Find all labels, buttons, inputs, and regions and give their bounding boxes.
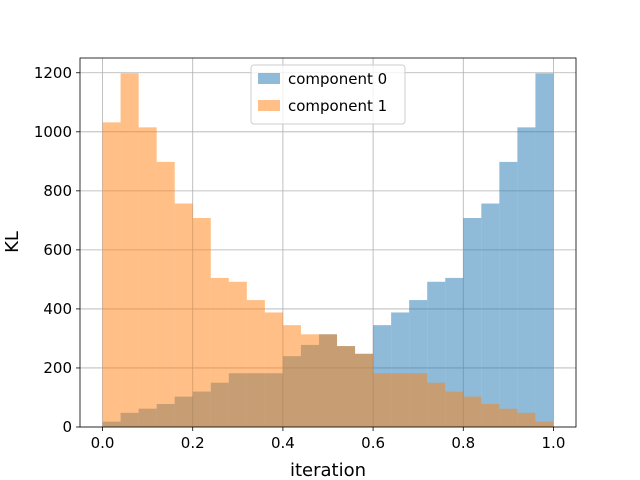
series-1-bars	[102, 73, 554, 427]
y-tick-label: 200	[43, 359, 72, 377]
bar-series-1	[318, 334, 338, 427]
legend-swatch-component-1	[258, 100, 280, 111]
bar-series-0	[463, 217, 482, 427]
bar-series-1	[282, 325, 301, 427]
x-axis-label: iteration	[290, 460, 366, 480]
legend-label-component-0: component 0	[288, 70, 387, 88]
bar-series-1	[174, 203, 193, 427]
bar-series-0	[535, 73, 554, 427]
legend-swatch-component-0	[258, 73, 280, 84]
y-tick-label: 600	[43, 241, 72, 259]
legend-label-component-1: component 1	[288, 97, 387, 115]
bar-series-1	[228, 281, 247, 427]
x-tick-label: 0.8	[451, 434, 475, 452]
bar-series-0	[445, 277, 464, 427]
bar-series-1	[445, 391, 464, 427]
bar-series-1	[517, 412, 536, 427]
bar-series-1	[373, 373, 392, 427]
bar-series-1	[481, 403, 500, 427]
bar-series-1	[120, 73, 139, 427]
bar-series-0	[481, 203, 500, 427]
bar-series-1	[499, 408, 518, 427]
y-tick-label: 400	[43, 300, 72, 318]
bar-series-1	[391, 373, 410, 427]
bar-series-1	[246, 300, 265, 427]
bar-series-1	[355, 353, 374, 427]
x-tick-label: 0.2	[181, 434, 205, 452]
bar-series-1	[337, 346, 356, 427]
bar-series-1	[138, 127, 157, 427]
x-tick-label: 0.0	[91, 434, 115, 452]
y-axis-label: KL	[2, 231, 23, 253]
y-tick-label: 0	[62, 418, 72, 436]
bars-layer	[102, 73, 554, 427]
bar-series-1	[156, 161, 175, 427]
legend: component 0 component 1	[250, 64, 406, 125]
y-tick-label: 1000	[34, 123, 72, 141]
bar-series-1	[409, 373, 428, 427]
bar-series-1	[192, 217, 211, 427]
bar-series-0	[499, 161, 518, 427]
bar-series-1	[427, 382, 446, 427]
plot-frame	[79, 57, 577, 428]
bar-series-1	[535, 421, 554, 427]
x-tick-label: 0.4	[271, 434, 295, 452]
bar-series-1	[102, 122, 121, 427]
legend-box	[250, 64, 406, 125]
y-tick-label: 1200	[34, 64, 72, 82]
bar-series-1	[300, 334, 319, 427]
x-tick-label: 1.0	[542, 434, 566, 452]
y-tick-label: 800	[43, 182, 72, 200]
bar-series-0	[517, 127, 536, 427]
bar-series-1	[463, 396, 482, 427]
axis-ticks: 0.0 0.2 0.4 0.6 0.8 1.0 0 200 400 600 800 1000 1200	[34, 64, 566, 452]
bar-series-1	[210, 277, 229, 427]
x-tick-label: 0.6	[361, 434, 385, 452]
bar-series-1	[264, 312, 283, 427]
